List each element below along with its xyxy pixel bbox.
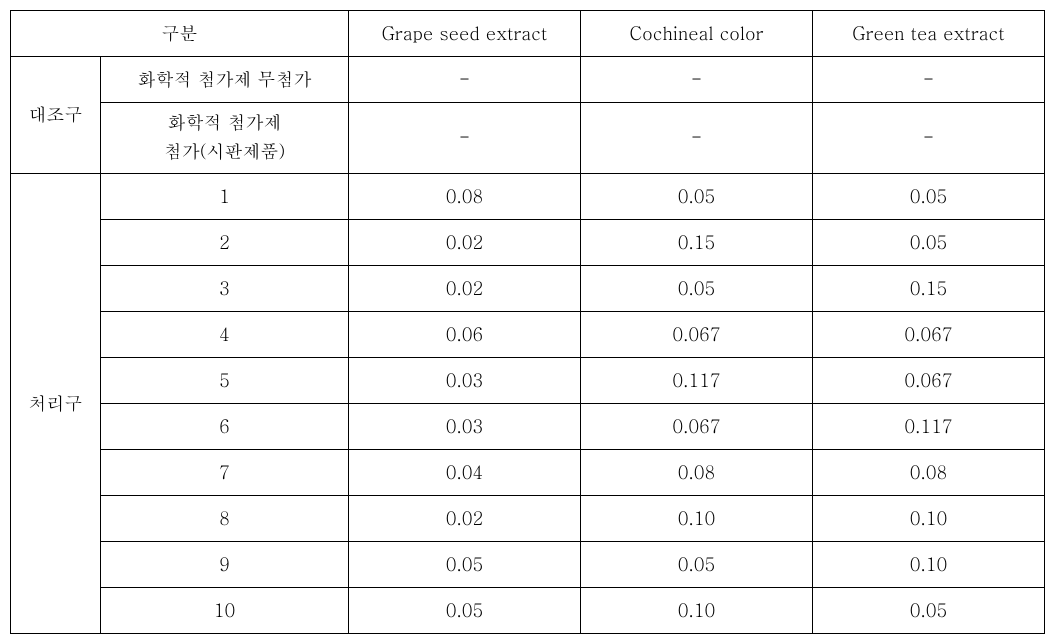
table-row: 6 0.03 0.067 0.117 xyxy=(11,403,1045,449)
table-row: 4 0.06 0.067 0.067 xyxy=(11,311,1045,357)
cell: 0.02 xyxy=(349,219,581,265)
cell: - xyxy=(581,103,813,174)
treatment-label: 처리구 xyxy=(11,173,101,633)
cell: - xyxy=(349,57,581,103)
cell: 0.08 xyxy=(813,449,1045,495)
cell: 0.15 xyxy=(813,265,1045,311)
treatment-sub: 10 xyxy=(101,587,349,633)
cell: 0.117 xyxy=(813,403,1045,449)
table-row: 7 0.04 0.08 0.08 xyxy=(11,449,1045,495)
cell: 0.15 xyxy=(581,219,813,265)
control-sub-0: 화학적 첨가제 무첨가 xyxy=(101,57,349,103)
cell: 0.10 xyxy=(813,541,1045,587)
cell: 0.10 xyxy=(813,495,1045,541)
treatment-sub: 9 xyxy=(101,541,349,587)
cell: 0.03 xyxy=(349,403,581,449)
control-label: 대조구 xyxy=(11,57,101,174)
cell: - xyxy=(581,57,813,103)
table-row: 10 0.05 0.10 0.05 xyxy=(11,587,1045,633)
header-category: 구분 xyxy=(11,11,349,57)
control-sub-1: 화학적 첨가제 첨가(시판제품) xyxy=(101,103,349,174)
cell: - xyxy=(813,57,1045,103)
table-row: 8 0.02 0.10 0.10 xyxy=(11,495,1045,541)
cell: 0.067 xyxy=(813,311,1045,357)
treatment-sub: 1 xyxy=(101,173,349,219)
cell: 0.06 xyxy=(349,311,581,357)
cell: 0.04 xyxy=(349,449,581,495)
table-row: 9 0.05 0.05 0.10 xyxy=(11,541,1045,587)
treatment-sub: 5 xyxy=(101,357,349,403)
cell: 0.05 xyxy=(581,541,813,587)
cell: - xyxy=(813,103,1045,174)
control-sub-1-line1: 화학적 첨가제 xyxy=(168,110,282,135)
header-col2: Cochineal color xyxy=(581,11,813,57)
cell: 0.05 xyxy=(813,587,1045,633)
cell: 0.03 xyxy=(349,357,581,403)
cell: - xyxy=(349,103,581,174)
control-sub-1-line2: 첨가(시판제품) xyxy=(164,139,286,164)
table-row: 5 0.03 0.117 0.067 xyxy=(11,357,1045,403)
cell: 0.05 xyxy=(349,541,581,587)
header-col3: Green tea extract xyxy=(813,11,1045,57)
cell: 0.10 xyxy=(581,587,813,633)
table-row: 처리구 1 0.08 0.05 0.05 xyxy=(11,173,1045,219)
treatment-sub: 4 xyxy=(101,311,349,357)
cell: 0.10 xyxy=(581,495,813,541)
treatment-sub: 7 xyxy=(101,449,349,495)
treatment-sub: 8 xyxy=(101,495,349,541)
cell: 0.08 xyxy=(349,173,581,219)
cell: 0.08 xyxy=(581,449,813,495)
cell: 0.067 xyxy=(581,403,813,449)
treatment-sub: 6 xyxy=(101,403,349,449)
cell: 0.02 xyxy=(349,495,581,541)
cell: 0.05 xyxy=(581,173,813,219)
cell: 0.067 xyxy=(581,311,813,357)
table-row: 2 0.02 0.15 0.05 xyxy=(11,219,1045,265)
cell: 0.05 xyxy=(581,265,813,311)
header-col1: Grape seed extract xyxy=(349,11,581,57)
header-row: 구분 Grape seed extract Cochineal color Gr… xyxy=(11,11,1045,57)
table-row: 대조구 화학적 첨가제 무첨가 - - - xyxy=(11,57,1045,103)
cell: 0.02 xyxy=(349,265,581,311)
cell: 0.067 xyxy=(813,357,1045,403)
cell: 0.05 xyxy=(813,173,1045,219)
cell: 0.05 xyxy=(813,219,1045,265)
table-row: 화학적 첨가제 첨가(시판제품) - - - xyxy=(11,103,1045,174)
experiment-table: 구분 Grape seed extract Cochineal color Gr… xyxy=(10,10,1045,634)
treatment-sub: 2 xyxy=(101,219,349,265)
cell: 0.05 xyxy=(349,587,581,633)
cell: 0.117 xyxy=(581,357,813,403)
treatment-sub: 3 xyxy=(101,265,349,311)
table-row: 3 0.02 0.05 0.15 xyxy=(11,265,1045,311)
